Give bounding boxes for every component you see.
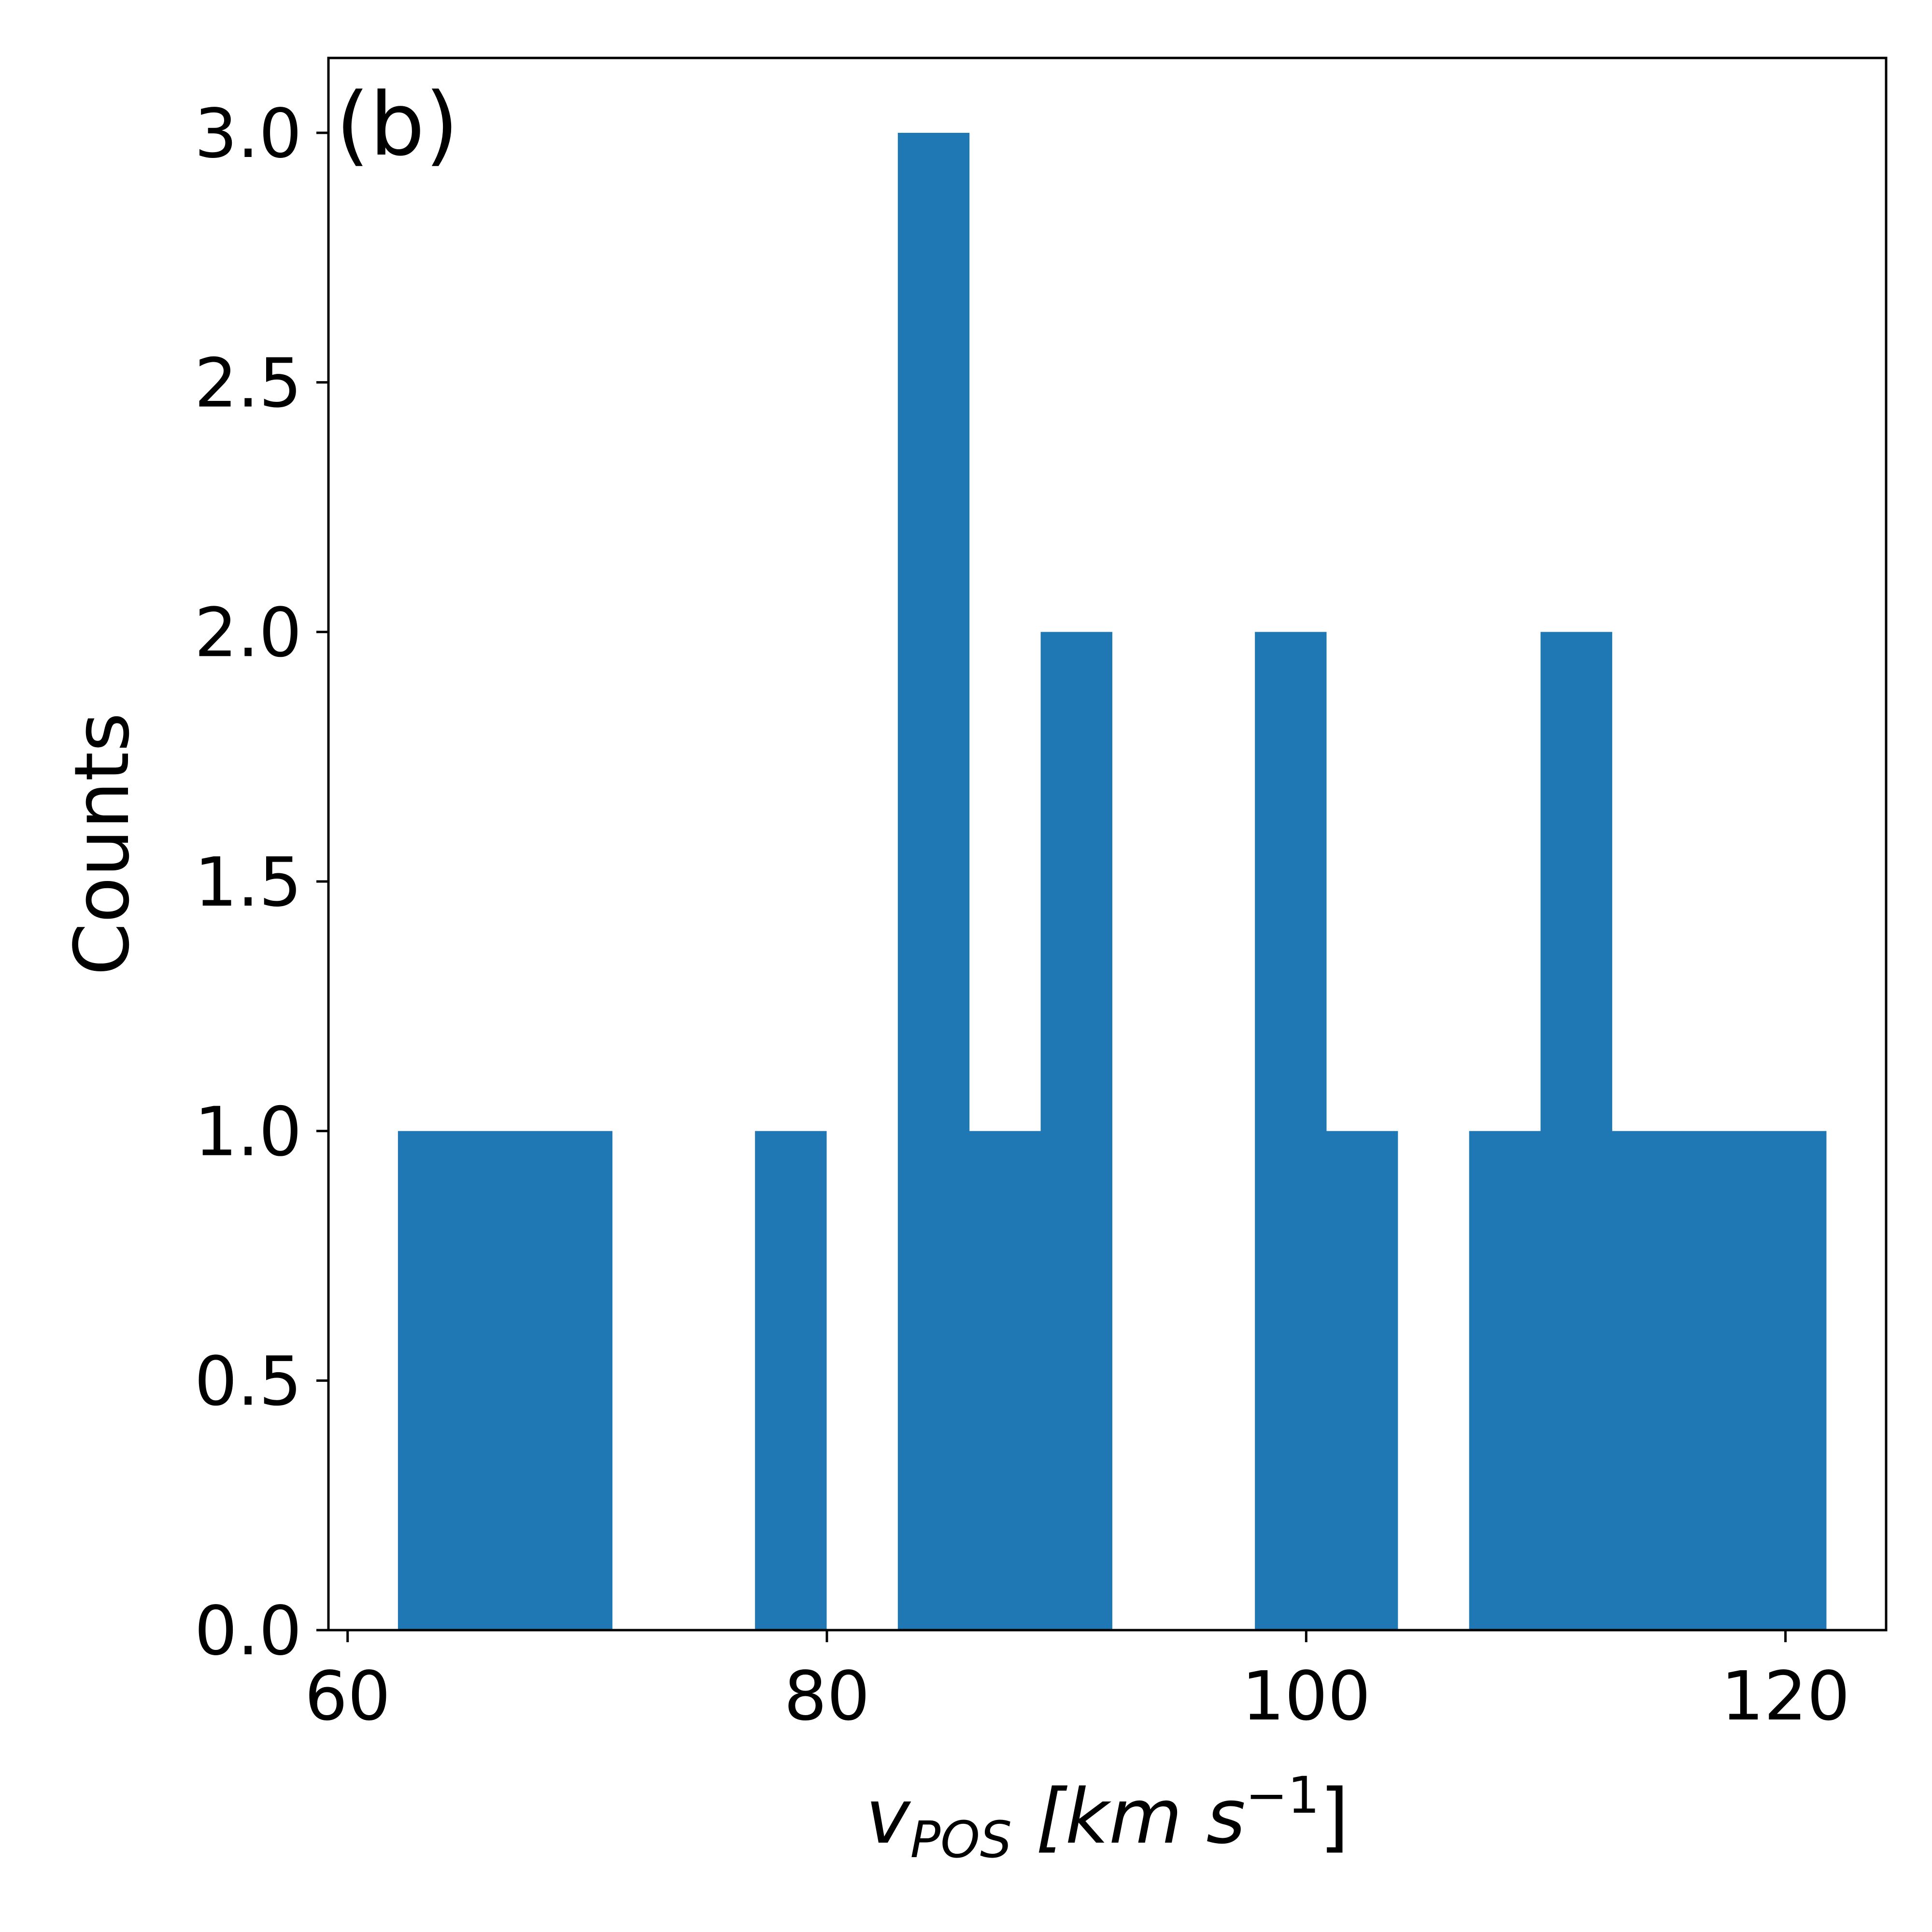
y-tick-label: 2.5 [194,344,302,423]
x-axis-title-subscript: POS [910,1810,1012,1869]
histogram-bar [1326,1131,1398,1630]
histogram-bar [1540,632,1612,1630]
histogram-bar [398,1131,470,1630]
x-axis-title-unit: [km s [1012,1773,1246,1861]
histogram-bar [1040,632,1112,1630]
y-axis-title: Counts [58,712,146,976]
histogram-bar [540,1131,612,1630]
x-tick-label: 60 [305,1657,391,1736]
y-tick-label: 1.5 [194,843,302,922]
histogram-bar [1255,632,1327,1630]
x-axis-title-close: ] [1320,1773,1349,1861]
histogram-bar [1469,1131,1541,1630]
histogram-bar [1612,1131,1684,1630]
x-tick-label: 80 [784,1657,870,1736]
x-axis-title-superscript: −1 [1246,1766,1320,1825]
x-axis-title-symbol: v [866,1773,911,1861]
histogram-bar [469,1131,541,1630]
y-axis: 0.0 0.5 1.0 1.5 2.0 2.5 3.0 [194,95,328,1671]
x-tick-label: 120 [1721,1657,1850,1736]
histogram-bar [755,1131,827,1630]
histogram-bar [897,133,970,1630]
y-tick-label: 0.0 [194,1592,302,1671]
x-tick-label: 100 [1242,1657,1371,1736]
histogram-bar [1755,1131,1827,1630]
x-axis: 60 80 100 120 [305,1630,1850,1736]
bars-group [398,133,1827,1630]
histogram-bar [1683,1131,1755,1630]
panel-label: (b) [336,74,459,175]
histogram-bar [969,1131,1041,1630]
y-tick-label: 3.0 [194,95,302,173]
y-tick-label: 2.0 [194,594,302,672]
y-tick-label: 1.0 [194,1093,302,1172]
plot-frame [327,57,1888,1632]
y-tick-label: 0.5 [194,1342,302,1421]
x-axis-title: vPOS [km s−1] [866,1766,1349,1869]
